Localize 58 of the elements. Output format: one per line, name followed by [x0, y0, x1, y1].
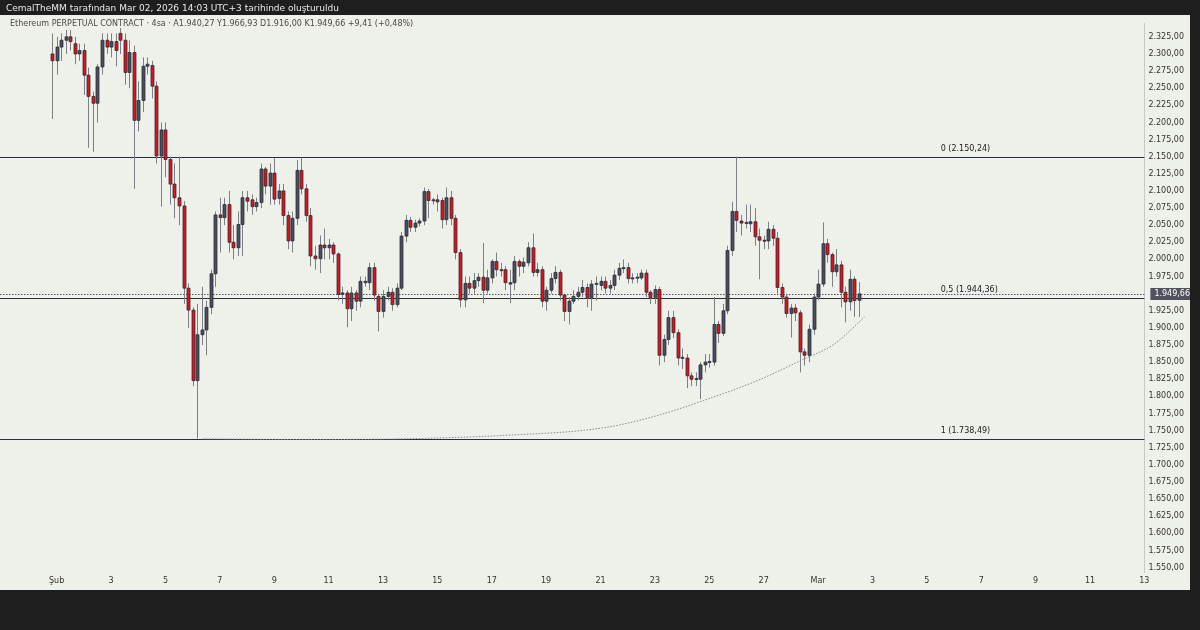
y-tick-label: 2.100,00	[1148, 185, 1184, 195]
y-tick-label: 1.875,00	[1148, 340, 1184, 350]
y-tick-label: 2.075,00	[1148, 203, 1184, 213]
x-tick-label: 13	[377, 576, 389, 586]
x-tick-label: Şub	[49, 576, 65, 586]
y-tick-label: 1.625,00	[1148, 511, 1184, 521]
y-tick-label: 2.125,00	[1148, 168, 1184, 178]
ref-line-label: 0,5 (1.944,36)	[940, 284, 998, 294]
y-tick-label: 2.200,00	[1148, 117, 1184, 127]
y-tick-label: 1.725,00	[1148, 442, 1184, 452]
x-tick-label: Mar	[810, 576, 827, 586]
x-tick-label: 13	[1139, 576, 1150, 586]
y-tick-label: 2.225,00	[1148, 100, 1184, 110]
y-tick-label: 2.175,00	[1148, 134, 1184, 144]
y-tick-label: 1.850,00	[1148, 357, 1184, 367]
y-tick-label: 2.050,00	[1148, 220, 1184, 230]
y-tick-label: 1.925,00	[1148, 305, 1184, 315]
chart-title: CemalTheMM tarafından Mar 02, 2026 14:03 UTC+3 tarihinde oluşturuldu	[6, 2, 339, 15]
y-tick-label: 2.325,00	[1148, 31, 1184, 41]
y-tick-label: 2.275,00	[1148, 66, 1184, 76]
x-tick-label: 11	[1084, 576, 1096, 586]
y-tick-label: 1.800,00	[1148, 391, 1184, 401]
x-tick-label: 21	[595, 576, 606, 586]
y-tick-label: 1.825,00	[1148, 374, 1184, 384]
y-tick-label: 2.000,00	[1148, 254, 1184, 264]
y-tick-label: 2.025,00	[1148, 237, 1184, 247]
x-tick-label: 19	[541, 576, 552, 586]
ref-line-label: 1 (1.738,49)	[940, 425, 991, 435]
x-tick-label: 9	[271, 576, 277, 586]
y-tick-label: 2.150,00	[1148, 151, 1184, 161]
x-tick-label: 3	[869, 576, 875, 586]
chart-subtitle: Ethereum PERPETUAL CONTRACT · 4sa · A1.940,27 Y1.966,93 D1.916,00 K1.949,66 +9,41 (+0,48%)	[10, 19, 414, 28]
x-tick-label: 7	[978, 576, 984, 586]
y-tick-label: 1.900,00	[1148, 322, 1184, 332]
y-tick-label: 2.300,00	[1148, 49, 1184, 59]
y-tick-label: 1.775,00	[1148, 408, 1184, 418]
y-tick-label: 1.675,00	[1148, 477, 1184, 487]
x-tick-label: 23	[649, 576, 660, 586]
x-tick-label: 7	[217, 576, 223, 586]
y-tick-label: 1.575,00	[1148, 545, 1184, 555]
y-tick-label: 1.975,00	[1148, 271, 1184, 281]
x-tick-label: 9	[1033, 576, 1039, 586]
ref-line-label: 1.949,66	[1154, 288, 1190, 298]
y-tick-label: 2.250,00	[1148, 83, 1184, 93]
x-tick-label: 11	[323, 576, 334, 586]
y-tick-label: 1.650,00	[1148, 494, 1184, 504]
y-tick-label: 1.700,00	[1148, 459, 1184, 469]
y-tick-label: 1.550,00	[1148, 562, 1184, 572]
y-tick-label: 1.600,00	[1148, 528, 1184, 538]
x-tick-label: 27	[758, 576, 769, 586]
y-tick-label: 1.750,00	[1148, 425, 1184, 435]
x-tick-label: 5	[162, 576, 168, 586]
x-tick-label: 17	[486, 576, 497, 586]
x-tick-label: 3	[108, 576, 114, 586]
x-tick-label: 25	[704, 576, 715, 586]
x-tick-label: 15	[432, 576, 443, 586]
x-tick-label: 5	[924, 576, 930, 586]
ref-line-label: 0 (2.150,24)	[940, 143, 991, 153]
